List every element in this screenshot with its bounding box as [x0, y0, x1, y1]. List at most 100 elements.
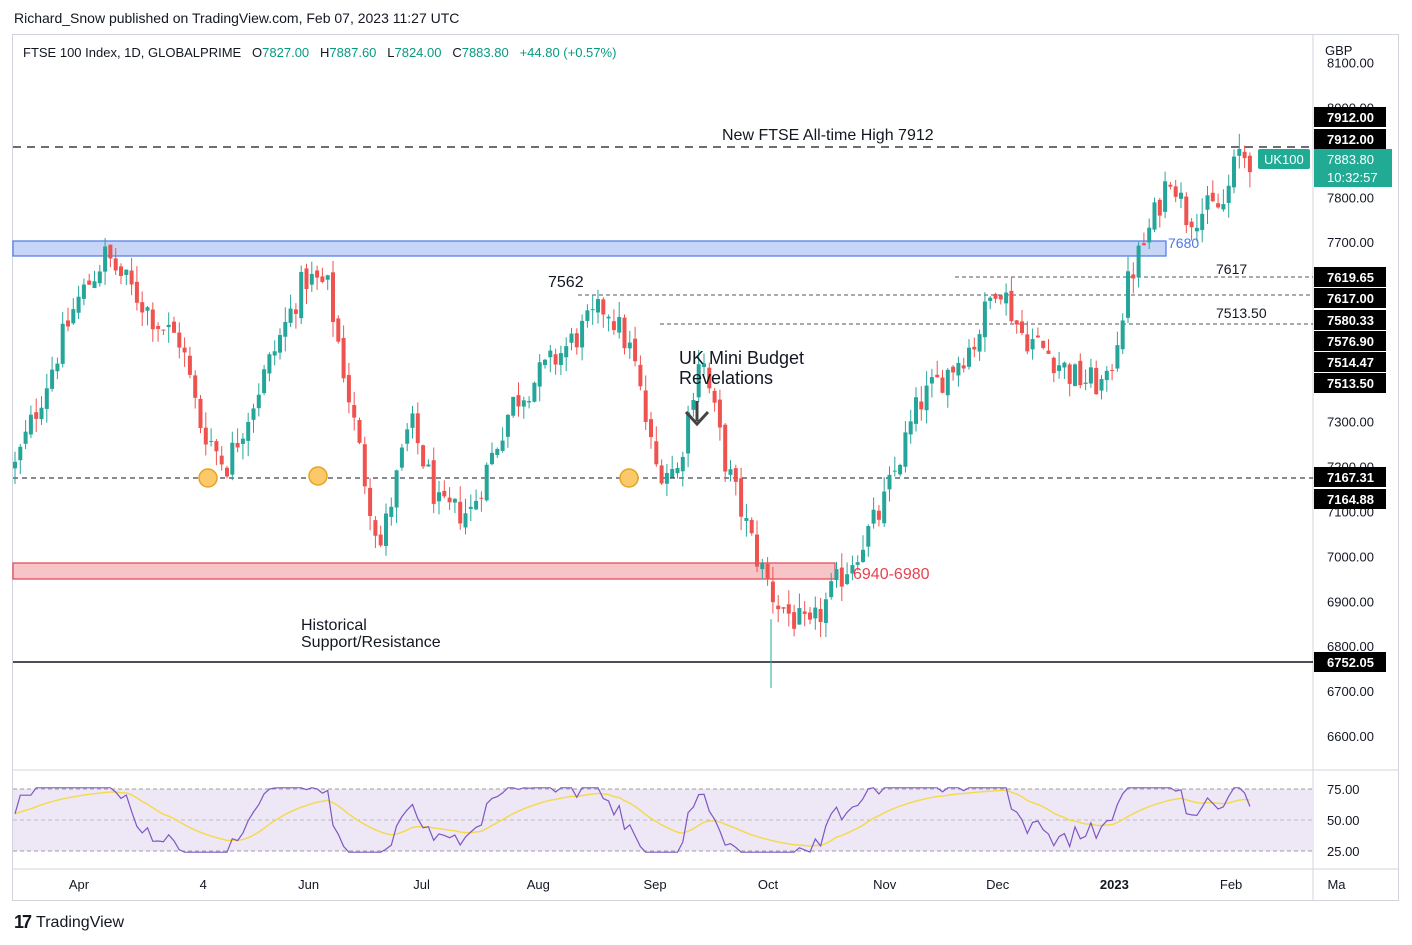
last-price-badge: [1314, 149, 1392, 187]
rsi-ma-line: [14, 789, 1250, 847]
candle-body: [458, 501, 463, 524]
candle-body: [580, 320, 585, 348]
candle-body: [1062, 362, 1067, 368]
candle-body: [44, 388, 49, 409]
price-badge-label: 7514.47: [1327, 355, 1374, 370]
candle-body: [410, 413, 415, 428]
candle-body: [993, 293, 998, 299]
candle-body: [219, 455, 224, 465]
candle-body: [13, 461, 17, 469]
candle-body: [770, 581, 775, 603]
candle-body: [808, 612, 812, 620]
ath-annotation: New FTSE All-time High 7912: [722, 127, 934, 144]
candle-body: [1094, 367, 1099, 395]
time-tick-label: 4: [200, 877, 207, 892]
candle-body: [574, 333, 579, 348]
price-badge: [1314, 288, 1386, 308]
candle-body: [914, 397, 918, 424]
candle-body: [256, 394, 261, 409]
candle-body: [156, 325, 161, 329]
candle-body: [1136, 245, 1141, 278]
candle-body: [1083, 382, 1088, 384]
candle-body: [1014, 320, 1019, 325]
symbol-legend: FTSE 100 Index, 1D, GLOBALPRIME O7827.00…: [23, 45, 616, 60]
candle-body: [66, 320, 70, 327]
price-badge-label: 7580.33: [1327, 313, 1374, 328]
candle-body: [1179, 192, 1183, 199]
candle-body: [664, 473, 669, 484]
symbol-tag: UK100: [1264, 152, 1304, 167]
candle-body: [797, 608, 802, 625]
candle-body: [1041, 340, 1046, 348]
candle-body: [437, 492, 441, 502]
candle-body: [516, 395, 521, 407]
candle-body: [744, 518, 749, 521]
candle-body: [267, 354, 272, 374]
mini-budget-annotation-1: UK Mini Budget: [679, 348, 804, 368]
candle-body: [474, 500, 479, 510]
candle-body: [209, 440, 214, 442]
candle-body: [346, 375, 351, 403]
candle-body: [781, 607, 786, 609]
candle-body: [760, 563, 765, 570]
candle-body: [442, 490, 447, 497]
chart-frame[interactable]: [12, 34, 1399, 901]
candle-body: [225, 467, 229, 477]
price-badge-label: 7576.90: [1327, 334, 1374, 349]
publisher-line: Richard_Snow published on TradingView.co…: [14, 10, 460, 26]
candle-body: [564, 346, 569, 358]
price-tick-label: 6700.00: [1327, 684, 1374, 699]
high-value: 7887.60: [329, 45, 377, 60]
candle-body: [92, 281, 97, 288]
candle-body: [60, 323, 65, 364]
candle-body: [262, 369, 267, 394]
candle-body: [331, 272, 335, 322]
candle-body: [378, 534, 383, 546]
candle-body: [707, 367, 712, 389]
tradingview-footer[interactable]: 17 TradingView: [14, 912, 124, 933]
level-7680-label: 7680: [1168, 235, 1199, 251]
candle-body: [55, 363, 60, 372]
candle-body: [903, 432, 908, 467]
level-7562-label: 7562: [548, 274, 584, 291]
rsi-axis: 75.00 50.00 25.00: [1327, 782, 1360, 859]
candle-body: [1110, 369, 1115, 371]
price-badge-label: 7164.88: [1327, 492, 1374, 507]
candle-body: [622, 317, 627, 349]
candle-body: [1073, 364, 1077, 386]
tradingview-wordmark: TradingView: [36, 913, 125, 931]
candle-body: [1163, 181, 1168, 212]
price-badge: [1314, 107, 1386, 127]
candle-body: [187, 355, 192, 375]
candle-body: [521, 400, 526, 407]
candle-body: [1221, 204, 1226, 210]
candle-body: [686, 412, 691, 454]
candle-body: [802, 611, 807, 614]
support-zone-6940-6980: [12, 562, 836, 580]
candle-body: [399, 447, 404, 468]
time-axis[interactable]: Apr 4 Jun Jul Aug Sep Oct Nov Dec 2023 Feb Ma: [69, 877, 1346, 892]
candle-body: [882, 491, 887, 524]
historical-annotation-2: Support/Resistance: [301, 634, 441, 651]
candle-body: [39, 407, 44, 420]
candle-body: [543, 359, 547, 366]
candle-body: [129, 270, 134, 285]
candle-body: [511, 396, 516, 416]
candle-body: [537, 362, 542, 387]
candle-body: [246, 421, 251, 441]
candle-body: [776, 605, 781, 610]
candle-body: [1247, 155, 1252, 173]
candle-body: [87, 280, 92, 285]
rsi-tick-label: 50.00: [1327, 813, 1360, 828]
candle-body: [829, 581, 834, 598]
price-tick-label: 7300.00: [1327, 415, 1374, 430]
candle-body: [140, 302, 145, 313]
candle-body: [924, 385, 929, 411]
change-value: +44.80 (+0.57%): [519, 45, 617, 60]
candle-body: [415, 413, 420, 444]
candle-body: [945, 369, 950, 396]
candle-body: [1173, 186, 1178, 197]
candle-body: [702, 363, 706, 368]
candle-body: [50, 369, 55, 389]
